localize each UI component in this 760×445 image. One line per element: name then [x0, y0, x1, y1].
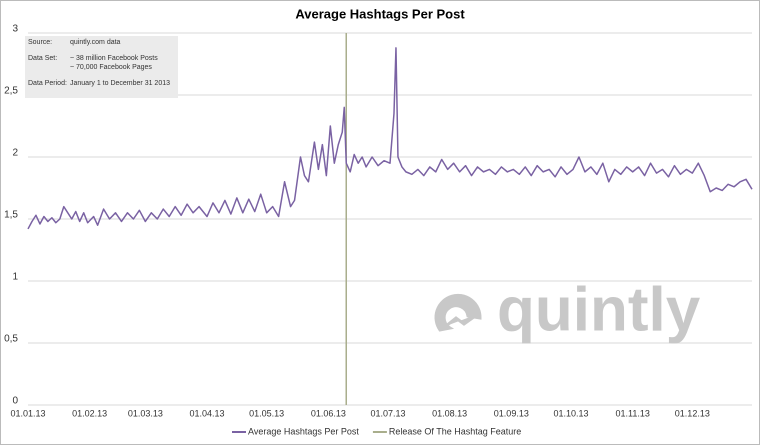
info-label: Data Set:	[28, 55, 57, 62]
watermark-logo	[434, 293, 482, 332]
legend-label: Average Hashtags Per Post	[248, 426, 359, 436]
y-tick-label: 0,5	[4, 334, 18, 345]
chart-title: Average Hashtags Per Post	[295, 6, 465, 21]
x-tick-label: 01.07.13	[370, 408, 405, 418]
info-text: ~ 70,000 Facebook Pages	[70, 64, 152, 71]
x-tick-label: 01.03.13	[128, 408, 163, 418]
x-tick-label: 01.11.13	[615, 408, 649, 418]
info-background	[25, 36, 178, 98]
info-label: Source:	[28, 39, 52, 46]
x-tick-label: 01.01.13	[10, 408, 45, 418]
x-tick-label: 01.05.13	[249, 408, 284, 418]
x-tick-label: 01.04.13	[189, 408, 224, 418]
y-tick-label: 0	[12, 396, 18, 407]
x-tick-label: 01.09.13	[494, 408, 529, 418]
x-tick-label: 01.08.13	[432, 408, 467, 418]
y-tick-label: 1	[12, 272, 18, 283]
info-text: January 1 to December 31 2013	[70, 80, 170, 87]
y-tick-label: 1,5	[4, 210, 18, 221]
y-tick-label: 2,5	[4, 86, 18, 97]
info-box: Source: quintly.com data Data Set: ~ 38 mil…	[25, 36, 178, 98]
series-line	[27, 47, 753, 230]
legend-label: Release Of The Hashtag Feature	[389, 426, 521, 436]
info-label: Data Period:	[28, 80, 67, 87]
x-tick-label: 01.12.13	[675, 408, 710, 418]
y-tick-label: 2	[12, 148, 18, 159]
info-text: ~ 38 million Facebook Posts	[70, 55, 158, 62]
y-tick-label: 3	[12, 24, 18, 35]
x-tick-label: 01.02.13	[72, 408, 107, 418]
x-tick-label: 01.06.13	[311, 408, 346, 418]
watermark: quintly	[497, 275, 701, 344]
info-text: quintly.com data	[70, 39, 121, 46]
x-tick-label: 01.10.13	[553, 408, 588, 418]
